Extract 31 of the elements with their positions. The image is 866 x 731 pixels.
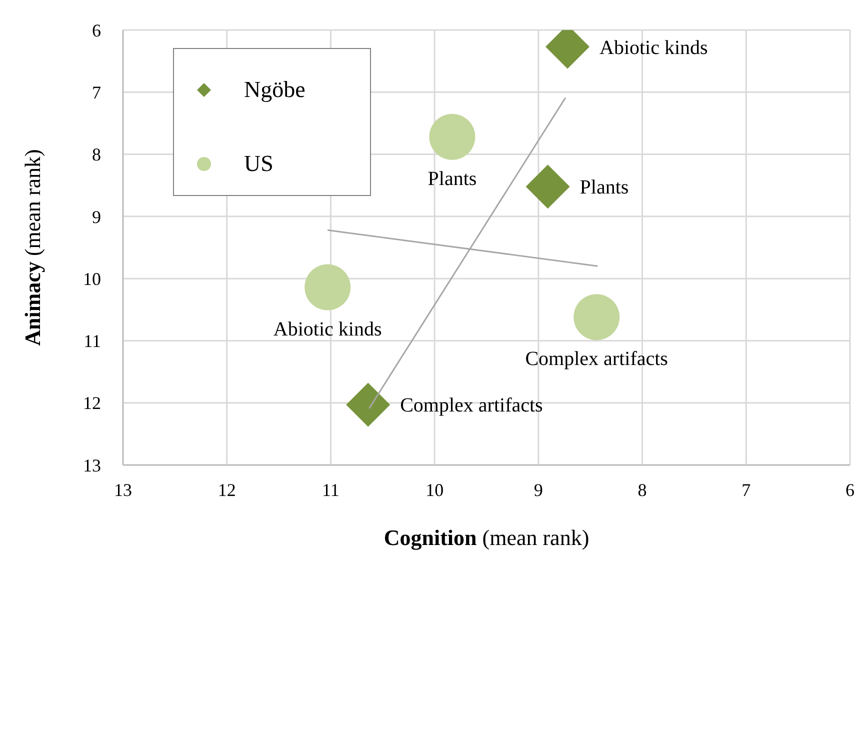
x-tick-label: 11 xyxy=(322,480,340,500)
annotation: Complex artifacts xyxy=(525,348,668,370)
y-tick-label: 8 xyxy=(92,144,101,165)
x-tick-label: 12 xyxy=(218,480,236,500)
point xyxy=(346,382,390,427)
x-axis-title: Cognition (mean rank) xyxy=(384,525,590,550)
y-tick-label: 11 xyxy=(84,331,101,352)
x-tick-label: 13 xyxy=(114,480,132,500)
y-tick-label: 9 xyxy=(92,206,101,227)
annotation: Abiotic kinds xyxy=(273,318,382,340)
legend-label: US xyxy=(244,151,274,177)
annotation: Plants xyxy=(580,176,629,199)
annotation: Plants xyxy=(428,168,477,190)
point xyxy=(526,164,570,209)
x-tick-label: 8 xyxy=(638,480,647,500)
point xyxy=(304,264,351,310)
x-tick-label: 6 xyxy=(846,480,854,500)
x-tick-label: 7 xyxy=(742,480,751,500)
x-tick-label: 9 xyxy=(534,480,543,500)
y-tick-label: 7 xyxy=(92,82,101,103)
y-tick-label: 6 xyxy=(92,20,101,40)
y-axis-title: Animacy (mean rank) xyxy=(20,149,45,346)
annotation: Complex artifacts xyxy=(400,394,544,417)
x-tick-label: 10 xyxy=(426,480,444,500)
y-tick-label: 12 xyxy=(83,393,101,414)
y-tick-label: 13 xyxy=(83,455,101,476)
point xyxy=(574,294,620,340)
annotation: Abiotic kinds xyxy=(600,36,708,59)
legend-label: Ngöbe xyxy=(244,77,306,103)
y-tick-label: 10 xyxy=(83,268,101,289)
point xyxy=(429,114,476,160)
